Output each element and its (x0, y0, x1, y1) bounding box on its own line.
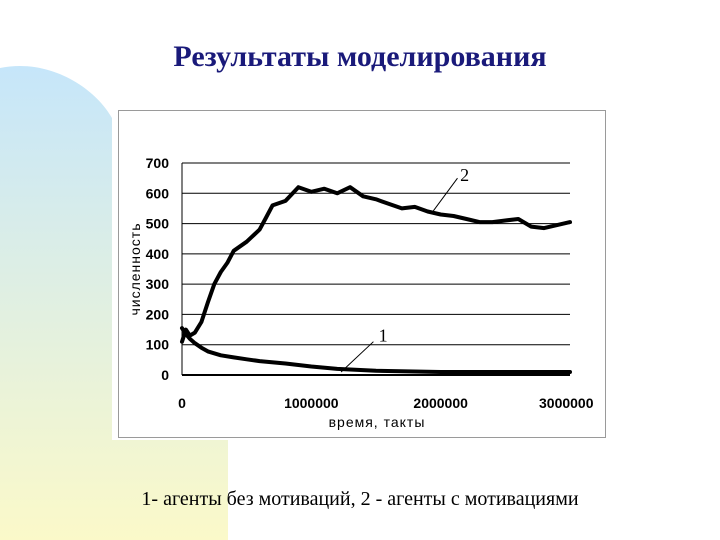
data-point (199, 346, 203, 350)
x-tick-label: 2000000 (413, 395, 468, 411)
data-point (542, 226, 546, 230)
data-point (258, 359, 262, 363)
series-line-2 (180, 185, 572, 344)
series-line-1 (180, 326, 572, 374)
y-tick-label: 100 (146, 337, 170, 353)
data-point (555, 223, 559, 227)
data-point (529, 225, 533, 229)
data-point (309, 190, 313, 194)
data-point (516, 217, 520, 221)
data-point (361, 194, 365, 198)
data-point (439, 370, 443, 374)
data-point (206, 300, 210, 304)
data-point (413, 205, 417, 209)
data-point (387, 202, 391, 206)
data-point (426, 209, 430, 214)
data-point (225, 261, 229, 265)
data-point (264, 215, 268, 220)
data-point (245, 357, 249, 361)
y-tick-label: 400 (146, 246, 170, 262)
data-point (503, 370, 507, 374)
y-axis-label: численность (127, 222, 143, 315)
y-tick-label: 500 (146, 216, 170, 232)
data-point (464, 217, 469, 221)
data-point (232, 249, 236, 253)
chart-frame: 0 100 200 300 400 500 600 700 0 1000000 2000000 30… (118, 110, 606, 438)
x-tick-labels: 0 1000000 2000000 3000000 (178, 395, 594, 411)
data-point (199, 320, 203, 324)
grid-lines (181, 162, 570, 376)
y-tick-label: 300 (146, 276, 170, 292)
data-point (568, 220, 572, 224)
annotation-leader-line (340, 341, 374, 373)
data-point (322, 187, 326, 191)
data-point (245, 240, 249, 244)
data-point (180, 326, 184, 330)
annotation-label: 2 (460, 165, 469, 185)
data-point (348, 185, 352, 189)
data-point (309, 364, 313, 369)
x-tick-label: 1000000 (284, 395, 339, 411)
data-point (184, 327, 188, 332)
data-point (568, 370, 572, 374)
data-point (258, 228, 262, 232)
data-point (188, 337, 192, 341)
slide-title: Результаты моделирования (173, 40, 547, 73)
data-point (374, 197, 378, 201)
data-point (283, 361, 288, 366)
data-point (219, 353, 223, 357)
data-point (490, 220, 494, 224)
x-tick-label: 0 (178, 395, 186, 411)
series-2 (180, 185, 572, 344)
y-tick-label: 0 (161, 367, 169, 383)
annotation-leader-line (432, 177, 458, 212)
data-point (374, 369, 378, 373)
data-point (283, 199, 288, 203)
y-tick-label: 200 (146, 306, 170, 322)
data-point (212, 282, 216, 286)
series-1 (180, 326, 572, 374)
annotation-label: 1 (379, 326, 388, 346)
data-point (232, 355, 236, 360)
x-tick-label: 3000000 (539, 395, 594, 411)
data-point (219, 270, 223, 274)
line-chart: 0 100 200 300 400 500 600 700 0 1000000 2000000 30… (127, 155, 594, 430)
data-point (335, 367, 339, 371)
data-point (335, 191, 339, 195)
x-axis-label: время, такты (329, 414, 426, 430)
y-tick-labels: 0 100 200 300 400 500 600 700 (146, 155, 170, 383)
slide-caption: 1- агенты без мотиваций, 2 - агенты с мо… (141, 488, 579, 510)
data-point (477, 220, 482, 224)
data-point (206, 349, 210, 353)
data-point (270, 203, 275, 207)
data-point (193, 341, 197, 345)
data-point (503, 218, 507, 223)
data-point (439, 212, 443, 217)
data-point (193, 331, 197, 335)
data-point (400, 206, 404, 211)
annotations: 12 (340, 165, 469, 373)
data-point (180, 340, 184, 344)
data-point (452, 214, 456, 218)
data-point (188, 334, 192, 338)
series-layer (180, 185, 572, 374)
data-point (296, 185, 300, 189)
y-tick-label: 600 (146, 185, 170, 201)
y-tick-label: 700 (146, 155, 170, 171)
